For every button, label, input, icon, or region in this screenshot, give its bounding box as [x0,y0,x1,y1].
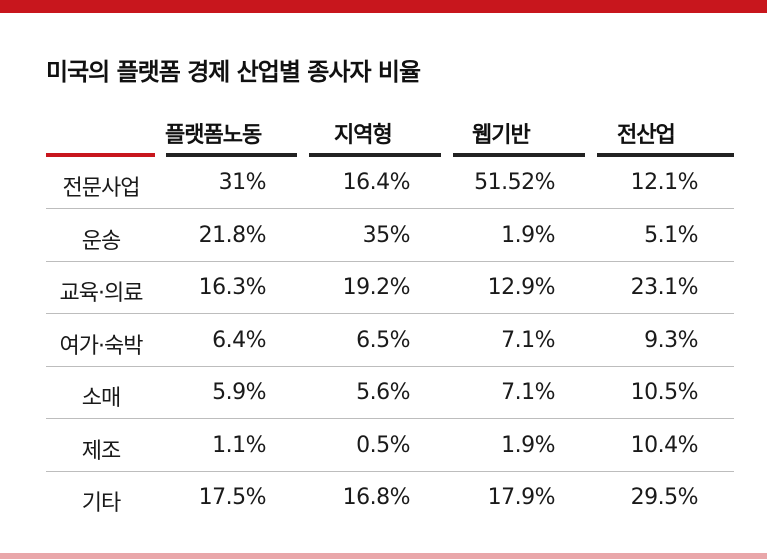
row-divider [46,313,734,314]
row-category: 전문사업 [62,176,141,201]
table-cell: 35% [362,222,411,248]
table-cell: 51.52% [474,170,555,195]
table-cell: 5.1% [644,222,698,248]
column-header-rule [453,153,585,157]
bottom-accent-bar [0,553,767,559]
row-category: 여가·숙박 [59,333,144,359]
table-cell: 23.1% [630,275,699,300]
table-cell: 16.3% [198,275,267,300]
row-category: 제조 [81,438,121,464]
row-category: 교육·의료 [59,281,144,306]
chart-title: 미국의 플랫폼 경제 산업별 종사자 비율 [46,58,421,86]
column-header: 전산업 [617,123,676,148]
top-accent-bar [0,0,767,13]
row-divider [46,418,734,419]
table-cell: 6.4% [212,327,266,353]
column-header-rule [597,153,734,157]
table-cell: 7.1% [501,327,555,353]
category-header-rule [46,153,155,157]
row-category: 기타 [81,491,121,516]
row-category: 운송 [81,228,121,254]
table-cell: 17.9% [487,485,556,510]
column-header: 웹기반 [472,123,531,148]
row-divider [46,208,734,209]
table-cell: 9.3% [644,327,698,353]
table-cell: 21.8% [198,222,267,248]
table-cell: 19.2% [342,275,411,300]
table-cell: 12.1% [630,170,699,195]
column-header-rule [166,153,297,157]
row-divider [46,365,734,367]
table-cell: 5.9% [212,380,266,405]
table-cell: 31% [218,170,267,195]
table-cell: 5.6% [356,380,410,405]
row-category: 소매 [81,386,121,411]
table-cell: 29.5% [630,485,699,510]
table-cell: 0.5% [356,432,410,458]
table-cell: 1.9% [501,222,555,248]
row-divider [46,470,734,472]
table-cell: 16.8% [342,485,411,510]
table-cell: 1.9% [501,432,555,458]
table-cell: 16.4% [342,170,411,195]
table-cell: 6.5% [356,327,410,353]
table-cell: 17.5% [198,485,267,510]
column-header: 지역형 [334,123,393,148]
table-cell: 7.1% [501,380,555,405]
column-header-rule [309,153,441,157]
column-header: 플랫폼노동 [165,123,262,148]
table-cell: 10.5% [630,380,699,405]
table-cell: 1.1% [212,432,266,458]
table-cell: 12.9% [487,275,556,300]
row-divider [46,260,734,262]
table-cell: 10.4% [630,432,699,458]
